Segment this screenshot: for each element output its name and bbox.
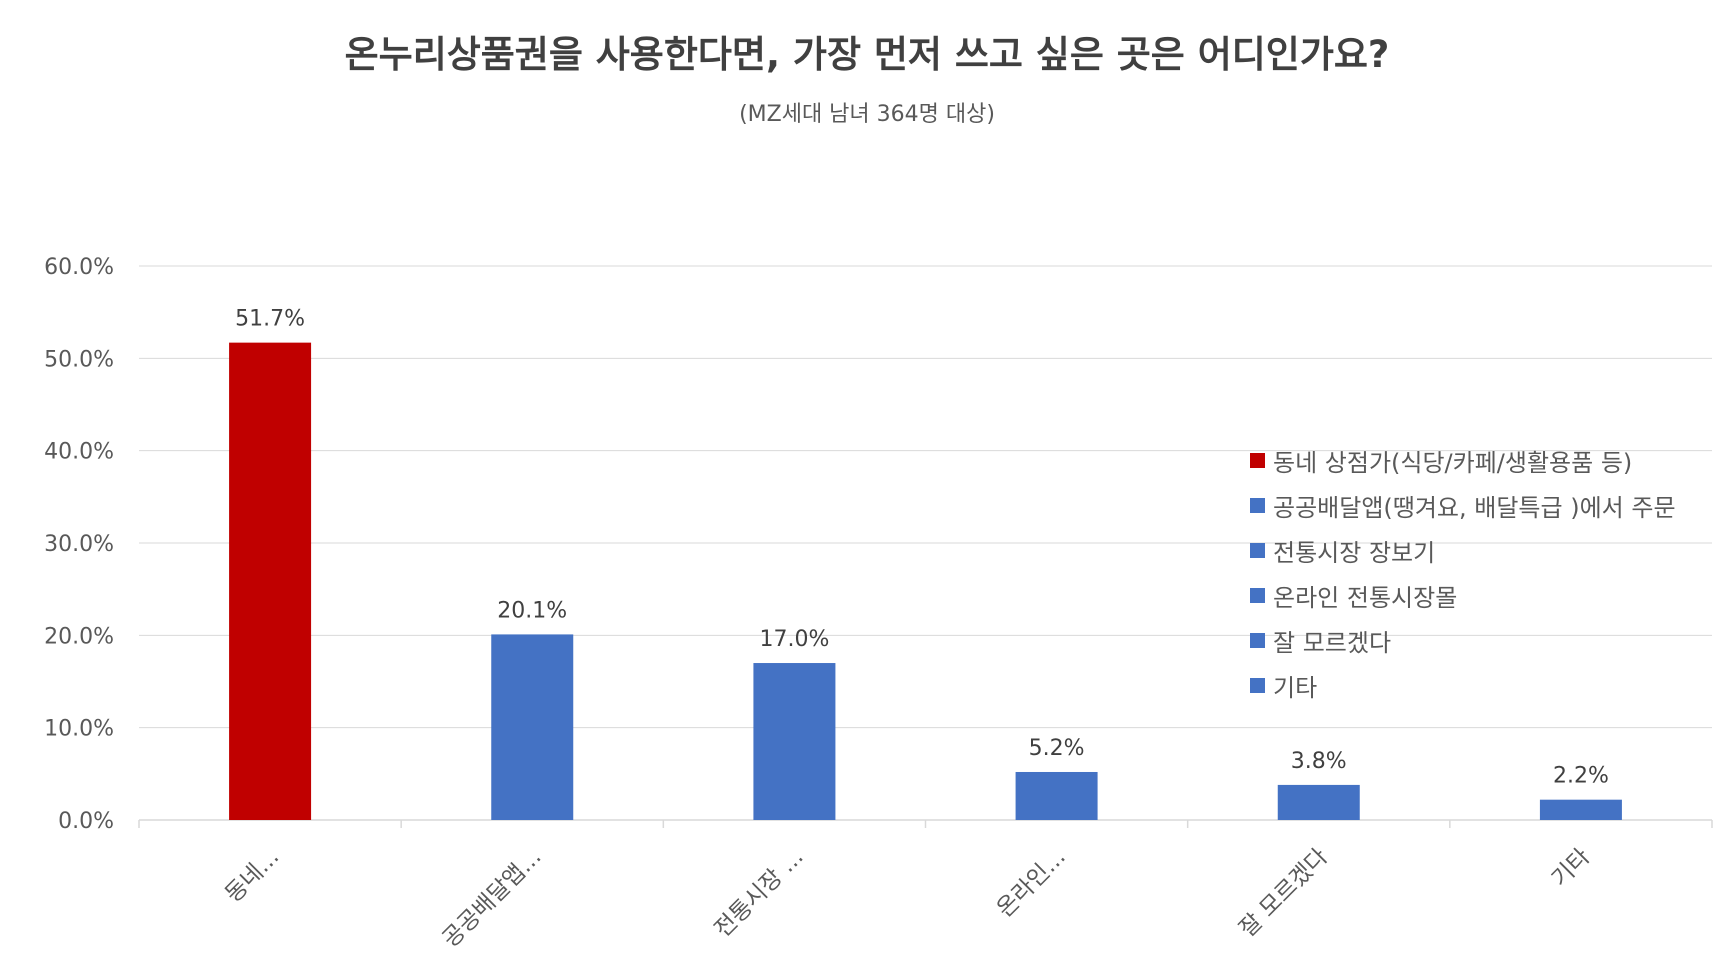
legend-swatch — [1250, 588, 1265, 603]
y-tick-label: 30.0% — [44, 532, 114, 557]
data-label: 3.8% — [1291, 749, 1347, 774]
bar — [229, 342, 312, 820]
legend-label: 동네 상점가(식당/카페/생활용품 등) — [1273, 449, 1633, 477]
legend-label: 온라인 전통시장몰 — [1273, 584, 1458, 612]
y-tick-label: 10.0% — [44, 717, 114, 742]
legend-label: 기타 — [1273, 674, 1318, 702]
legend-label: 공공배달앱(땡겨요, 배달특급 )에서 주문 — [1273, 494, 1676, 522]
data-label: 17.0% — [759, 627, 829, 652]
x-category-label: 잘 모르겠다 — [1235, 844, 1333, 942]
legend-swatch — [1250, 678, 1265, 693]
legend-item: 전통시장 장보기 — [1250, 528, 1730, 573]
legend-swatch — [1250, 498, 1265, 513]
x-category-label: 공공배달앱... — [438, 844, 547, 953]
chart-legend: 동네 상점가(식당/카페/생활용품 등) 공공배달앱(땡겨요, 배달특급 )에서 … — [1250, 438, 1730, 708]
x-category-label: 기타 — [1547, 844, 1595, 892]
bar — [1539, 799, 1622, 820]
data-label: 5.2% — [1029, 736, 1085, 761]
legend-swatch — [1250, 543, 1265, 558]
legend-label: 잘 모르겠다 — [1273, 629, 1392, 657]
x-category-label: 동네... — [220, 844, 284, 908]
legend-swatch — [1250, 633, 1265, 648]
data-label: 2.2% — [1553, 764, 1609, 789]
legend-item: 잘 모르겠다 — [1250, 618, 1730, 663]
legend-item: 기타 — [1250, 663, 1730, 708]
chart-subtitle: (MZ세대 남녀 364명 대상) — [739, 102, 995, 127]
y-tick-label: 60.0% — [44, 255, 114, 280]
data-label: 51.7% — [235, 307, 305, 332]
y-tick-label: 40.0% — [44, 440, 114, 465]
y-tick-label: 50.0% — [44, 347, 114, 372]
chart-title: 온누리상품권을 사용한다면, 가장 먼저 쓰고 싶은 곳은 어디인가요? — [344, 33, 1390, 76]
legend-swatch — [1250, 453, 1265, 468]
bar — [1015, 771, 1098, 820]
data-label: 20.1% — [497, 598, 567, 623]
bar — [753, 663, 836, 820]
y-tick-label: 20.0% — [44, 624, 114, 649]
y-tick-label: 0.0% — [58, 809, 114, 834]
legend-item: 공공배달앱(땡겨요, 배달특급 )에서 주문 — [1250, 483, 1730, 528]
legend-label: 전통시장 장보기 — [1273, 539, 1436, 567]
x-category-label: 온라인... — [992, 844, 1071, 923]
bar — [491, 634, 574, 820]
legend-item: 온라인 전통시장몰 — [1250, 573, 1730, 618]
bar — [1277, 784, 1360, 820]
legend-item: 동네 상점가(식당/카페/생활용품 등) — [1250, 438, 1730, 483]
x-category-label: 전통시장 ... — [710, 844, 809, 943]
